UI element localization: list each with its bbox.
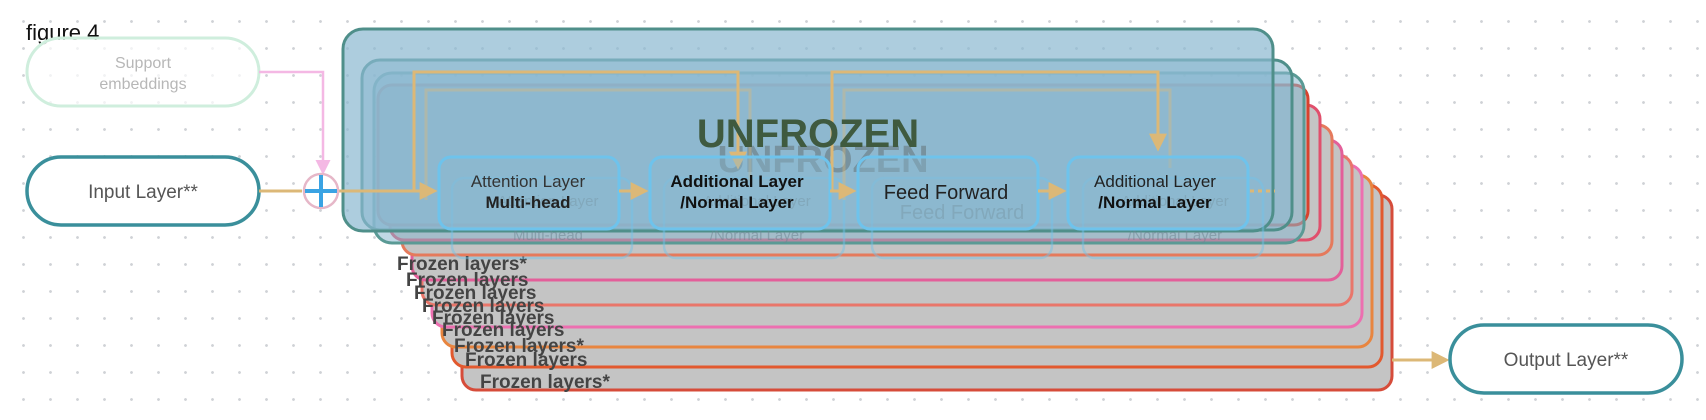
ghost-echo: UNFROZEN Attention Layer Multi-head Addi… xyxy=(498,139,1229,244)
forward-arrows xyxy=(339,182,1450,369)
add-norm-1-line1: Additional Layer xyxy=(670,172,804,191)
support-embeddings-line1: Support xyxy=(115,55,172,72)
unfrozen-label: UNFROZEN xyxy=(697,112,919,156)
ghost-add-norm-1-line1: Additional Layer xyxy=(703,193,811,210)
output-layer-node: Output Layer** xyxy=(1448,323,1684,395)
ghost-attention-line2: Multi-head xyxy=(513,227,583,244)
support-embeddings-line2: embeddings xyxy=(99,76,186,93)
attention-line2: Multi-head xyxy=(486,193,571,212)
unfrozen-layer-box xyxy=(341,27,1275,233)
ghost-skip-2 xyxy=(842,88,1172,200)
input-layer-label: Input Layer** xyxy=(88,182,198,203)
ghost-unfrozen-label: UNFROZEN xyxy=(717,139,928,181)
add-norm-2-line1: Additional Layer xyxy=(1094,172,1216,191)
skip-arrow-2 xyxy=(830,70,1167,192)
ghost-feed-forward: Feed Forward xyxy=(900,202,1025,224)
ghost-block xyxy=(662,176,846,260)
ghost-blocks xyxy=(450,176,1265,260)
frozen-label: Frozen layers xyxy=(414,283,537,304)
frozen-label: Frozen layers xyxy=(406,270,529,291)
frozen-label: Frozen layers xyxy=(442,320,565,341)
add-norm-1-line2: /Normal Layer xyxy=(680,193,794,212)
frozen-label: Frozen layers* xyxy=(480,372,610,393)
support-embeddings-node: Support embeddings xyxy=(25,36,261,108)
ghost-attention-line1: Attention Layer xyxy=(498,193,599,210)
feed-forward-label: Feed Forward xyxy=(884,182,1009,204)
ghost-add-norm-1-line2: /Normal Layer xyxy=(710,227,804,244)
frozen-label: Frozen layers xyxy=(465,350,588,371)
add-norm-1-block xyxy=(648,155,832,231)
add-norm-2-block xyxy=(1066,155,1250,231)
frozen-label: Frozen layers xyxy=(432,308,555,329)
main-blocks xyxy=(437,155,1250,231)
sum-node xyxy=(302,172,340,210)
ghost-block xyxy=(450,176,634,260)
frozen-labels: Frozen layers* Frozen layers Frozen laye… xyxy=(397,254,610,393)
frozen-label: Frozen layers xyxy=(422,296,545,317)
skip-arrow-1 xyxy=(412,70,747,192)
ghost-add-norm-2-line2: /Normal Layer xyxy=(1128,227,1222,244)
ghost-skip-1 xyxy=(424,88,752,200)
output-layer-label: Output Layer** xyxy=(1504,350,1629,371)
attention-line1: Attention Layer xyxy=(471,172,586,191)
ghost-block xyxy=(1081,176,1265,260)
support-arrow xyxy=(259,70,331,175)
input-layer-node: Input Layer** xyxy=(25,155,261,227)
frozen-label: Frozen layers* xyxy=(454,336,584,357)
feed-forward-block xyxy=(856,155,1040,231)
add-norm-2-line2: /Normal Layer xyxy=(1098,193,1212,212)
skip-connections xyxy=(412,70,1172,200)
ghost-add-norm-2-line1: Additional Layer xyxy=(1121,193,1229,210)
ghost-block xyxy=(870,176,1054,260)
frozen-label: Frozen layers* xyxy=(397,254,527,275)
attention-block xyxy=(437,155,621,231)
